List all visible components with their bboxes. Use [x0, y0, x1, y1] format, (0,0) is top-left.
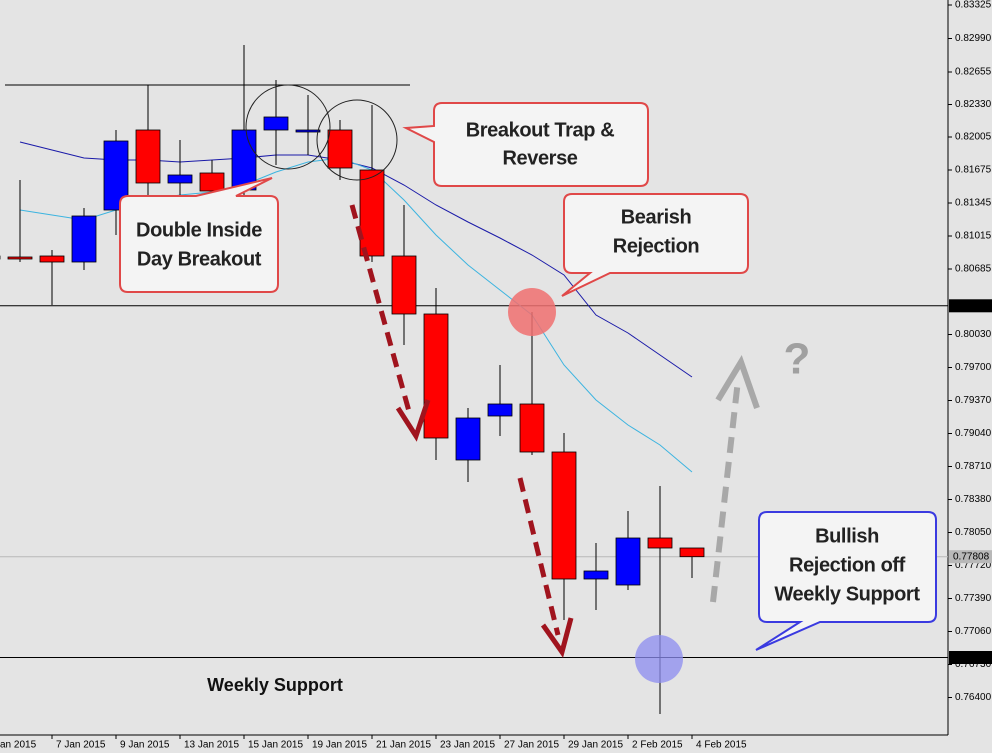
question-mark: ?	[784, 335, 811, 384]
candle-body	[455, 417, 481, 461]
candle-body	[423, 313, 449, 439]
level-label-box	[949, 651, 992, 664]
candle-body	[135, 129, 161, 184]
y-tick-label: 0.78050	[955, 527, 992, 538]
callout-box	[119, 177, 279, 293]
callout-box	[561, 193, 749, 297]
y-tick-label: 0.79040	[955, 428, 992, 439]
y-tick-label: 0.77060	[955, 626, 992, 637]
x-tick-label: 15 Jan 2015	[248, 740, 303, 751]
annotation-text: Double Inside	[136, 219, 262, 241]
y-tick-label: 0.80685	[955, 264, 992, 275]
y-tick-label: 0.82990	[955, 33, 992, 44]
y-tick-label: 0.82005	[955, 132, 992, 143]
candle-body	[647, 537, 673, 549]
level-label-box	[949, 299, 992, 313]
x-tick-label: 29 Jan 2015	[568, 740, 623, 751]
x-tick-label: 7 Jan 2015	[56, 740, 106, 751]
y-tick-label: 0.76730	[955, 659, 992, 670]
arrow-head	[715, 354, 760, 409]
x-tick-label: 2 Feb 2015	[632, 740, 683, 751]
annotation-text: Breakout Trap &	[466, 119, 614, 141]
x-tick-label: 27 Jan 2015	[504, 740, 559, 751]
arrow-head	[540, 617, 574, 658]
annotation-text: Day Breakout	[137, 248, 262, 270]
candle-body	[7, 256, 33, 260]
level-label: 0.76800	[953, 652, 990, 663]
x-tick-label: an 2015	[0, 740, 37, 751]
x-tick-label: 21 Jan 2015	[376, 740, 431, 751]
callout-box	[755, 511, 937, 651]
level-label: 0.80317	[953, 300, 990, 311]
y-tick-label: 0.79700	[955, 362, 992, 373]
level-label-box	[949, 550, 992, 564]
y-tick-label: 0.77720	[955, 560, 992, 571]
projection-arrow	[710, 379, 741, 603]
annotation-text: Rejection off	[789, 554, 906, 576]
annotation-text: Weekly Support	[774, 583, 920, 605]
arrow-head	[395, 399, 431, 442]
level-label: 0.77808	[953, 551, 990, 562]
y-tick-label: 0.81015	[955, 231, 992, 242]
y-tick-label: 0.76400	[955, 692, 992, 703]
candle-body	[167, 174, 193, 184]
candle-body	[487, 403, 513, 417]
x-tick-label: 4 Feb 2015	[696, 740, 747, 751]
candle-body	[615, 537, 641, 586]
y-tick-label: 0.81675	[955, 165, 992, 176]
highlight-circle	[316, 99, 398, 181]
y-tick-label: 0.80030	[955, 329, 992, 340]
callout-box	[402, 102, 649, 187]
y-tick-label: 0.83325	[955, 0, 992, 11]
rejection-marker	[508, 288, 556, 336]
y-tick-label: 0.78380	[955, 494, 992, 505]
candle-body	[295, 129, 321, 133]
x-tick-label: 13 Jan 2015	[184, 740, 239, 751]
support-label: Weekly Support	[207, 675, 343, 695]
x-tick-label: 19 Jan 2015	[312, 740, 367, 751]
candle-body	[39, 255, 65, 263]
candle-body	[519, 403, 545, 453]
candle-body	[231, 129, 257, 191]
support-marker	[635, 635, 683, 683]
y-tick-label: 0.77390	[955, 593, 992, 604]
y-tick-label: 0.78710	[955, 461, 992, 472]
candle-body	[199, 172, 225, 192]
x-tick-label: 23 Jan 2015	[440, 740, 495, 751]
candle-body	[551, 451, 577, 580]
annotation-text: Bearish	[621, 206, 692, 228]
trend-arrow	[349, 204, 413, 416]
candle-body	[391, 255, 417, 315]
x-tick-label: 9 Jan 2015	[120, 740, 170, 751]
annotation-text: Reverse	[502, 147, 577, 169]
candle-body	[71, 215, 97, 263]
candle-body	[327, 129, 353, 169]
y-tick-label: 0.79370	[955, 395, 992, 406]
highlight-circle	[245, 84, 331, 170]
y-tick-label: 0.81345	[955, 198, 992, 209]
candle-body	[679, 547, 705, 558]
annotation-text: Rejection	[613, 235, 699, 257]
annotation-text: Bullish	[815, 525, 879, 547]
candle-body	[359, 169, 385, 257]
y-tick-label: 0.82330	[955, 99, 992, 110]
annotations: Breakout Trap & Reverse Bearish Rejectio…	[119, 84, 937, 695]
y-tick-label: 0.82655	[955, 67, 992, 78]
trend-arrow	[517, 477, 561, 636]
candle-body	[583, 570, 609, 580]
candle-body	[263, 116, 289, 131]
